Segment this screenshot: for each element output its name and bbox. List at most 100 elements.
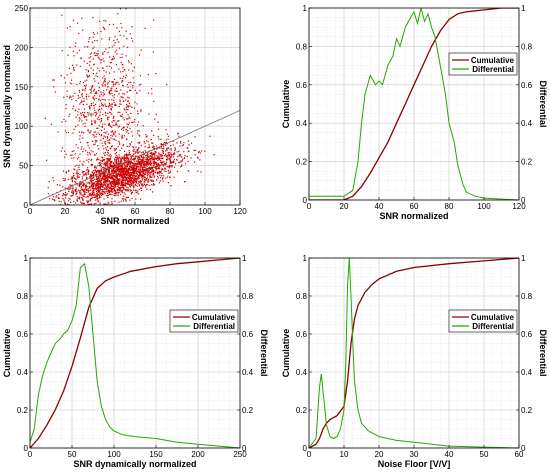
scatter-point bbox=[121, 113, 123, 115]
scatter-point bbox=[133, 166, 135, 168]
scatter-point bbox=[98, 118, 100, 121]
scatter-point bbox=[123, 187, 125, 190]
scatter-point bbox=[120, 22, 122, 25]
scatter-point bbox=[111, 135, 114, 137]
scatter-point bbox=[132, 146, 135, 149]
scatter-point bbox=[78, 91, 81, 93]
scatter-point bbox=[163, 175, 165, 177]
scatter-point bbox=[153, 175, 155, 177]
scatter-point bbox=[94, 131, 96, 133]
scatter-point bbox=[95, 113, 97, 116]
scatter-point bbox=[85, 84, 87, 86]
scatter-point bbox=[121, 84, 124, 86]
scatter-point bbox=[104, 192, 106, 195]
scatter-point bbox=[78, 190, 80, 192]
scatter-point bbox=[130, 192, 133, 194]
scatter-point bbox=[119, 103, 121, 105]
scatter-point bbox=[120, 164, 122, 166]
scatter-point bbox=[98, 196, 101, 198]
scatter-point bbox=[126, 91, 128, 93]
scatter-point bbox=[98, 175, 100, 178]
scatter-point bbox=[139, 170, 142, 172]
scatter-point bbox=[141, 156, 143, 158]
scatter-point bbox=[83, 202, 85, 205]
scatter-point bbox=[165, 144, 167, 146]
scatter-point bbox=[91, 140, 94, 142]
scatter-point bbox=[106, 151, 109, 153]
scatter-point bbox=[121, 164, 123, 166]
scatter-point bbox=[126, 180, 129, 182]
scatter-point bbox=[147, 164, 149, 166]
scatter-point bbox=[117, 81, 119, 83]
scatter-point bbox=[153, 171, 155, 173]
scatter-point bbox=[155, 167, 157, 170]
scatter-point bbox=[152, 157, 154, 159]
scatter-point bbox=[157, 163, 159, 165]
scatter-point bbox=[108, 123, 110, 125]
x-axis-label: Noise Floor [V/V] bbox=[378, 459, 451, 469]
scatter-point bbox=[98, 197, 100, 199]
scatter-point bbox=[132, 85, 134, 87]
scatter-point bbox=[96, 196, 98, 198]
scatter-point bbox=[144, 165, 146, 167]
scatter-point bbox=[100, 121, 102, 123]
scatter-point bbox=[93, 107, 95, 109]
scatter-point bbox=[105, 143, 107, 145]
scatter-point bbox=[108, 106, 110, 108]
scatter-point bbox=[135, 180, 137, 183]
scatter-point bbox=[143, 141, 145, 143]
scatter-point bbox=[69, 46, 71, 48]
scatter-point bbox=[105, 174, 107, 176]
scatter-point bbox=[104, 165, 107, 167]
scatter-point bbox=[123, 195, 125, 197]
scatter-point bbox=[151, 152, 153, 154]
scatter-point bbox=[145, 162, 147, 164]
scatter-point bbox=[138, 193, 140, 195]
scatter-point bbox=[100, 120, 103, 122]
scatter-point bbox=[109, 112, 112, 114]
scatter-point bbox=[122, 186, 124, 188]
scatter-point bbox=[59, 184, 61, 187]
scatter-point bbox=[102, 52, 104, 54]
y2-tick-label: 0.6 bbox=[242, 330, 254, 339]
y2-tick-label: 0.2 bbox=[242, 406, 254, 415]
plot-area bbox=[309, 258, 519, 448]
scatter-point bbox=[153, 157, 156, 159]
scatter-point bbox=[133, 107, 135, 109]
scatter-point bbox=[144, 179, 147, 181]
scatter-point bbox=[133, 166, 135, 169]
scatter-point bbox=[124, 198, 126, 200]
scatter-point bbox=[129, 199, 131, 201]
scatter-point bbox=[113, 179, 116, 181]
scatter-point bbox=[123, 163, 126, 166]
scatter-point bbox=[92, 58, 94, 60]
scatter-point bbox=[81, 178, 84, 180]
scatter-point bbox=[129, 182, 131, 184]
scatter-point bbox=[100, 134, 103, 136]
scatter-point bbox=[100, 175, 102, 177]
scatter-point bbox=[111, 191, 113, 193]
scatter-point bbox=[144, 150, 146, 152]
scatter-point bbox=[96, 72, 98, 74]
scatter-point bbox=[160, 169, 163, 171]
scatter-point bbox=[111, 194, 113, 196]
scatter-point bbox=[152, 166, 155, 168]
scatter-point bbox=[100, 181, 102, 184]
scatter-point bbox=[96, 195, 98, 197]
scatter-point bbox=[102, 58, 104, 60]
scatter-point bbox=[155, 170, 157, 172]
scatter-point bbox=[108, 181, 111, 183]
scatter-point bbox=[117, 191, 120, 193]
scatter-point bbox=[75, 192, 78, 195]
scatter-point bbox=[104, 28, 106, 31]
scatter-point bbox=[148, 171, 150, 173]
scatter-point bbox=[93, 104, 95, 107]
scatter-point bbox=[110, 67, 113, 69]
legend-label-cumulative: Cumulative bbox=[471, 313, 515, 322]
scatter-point bbox=[132, 162, 134, 164]
scatter-point bbox=[118, 175, 121, 177]
scatter-point bbox=[125, 177, 127, 179]
scatter-point bbox=[128, 122, 131, 124]
scatter-point bbox=[87, 154, 89, 156]
scatter-point bbox=[97, 148, 100, 150]
